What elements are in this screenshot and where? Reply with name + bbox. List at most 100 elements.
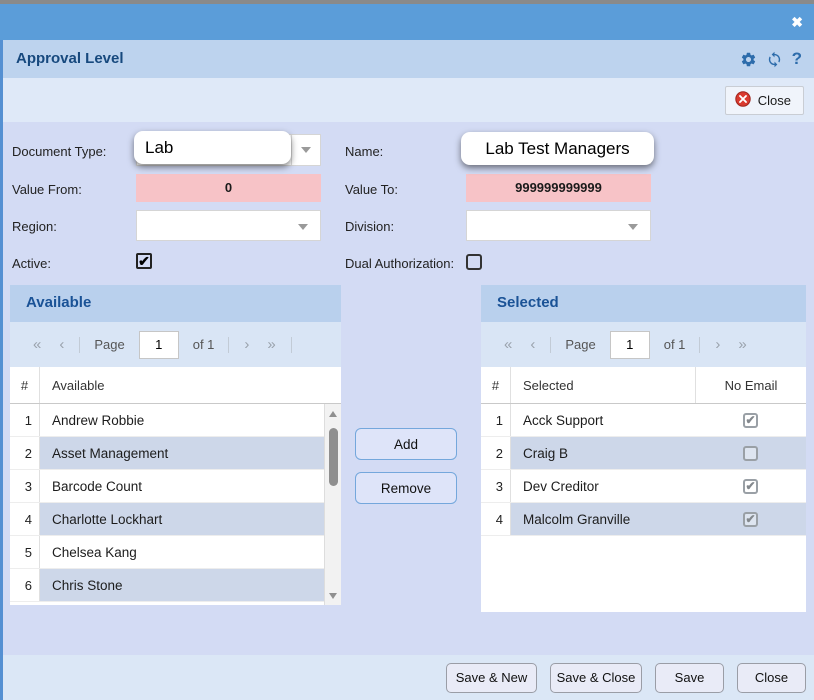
last-page-icon[interactable]: » (267, 336, 276, 353)
no-email-checkbox[interactable]: ✔ (743, 511, 758, 527)
table-row[interactable]: 2 Craig B (481, 437, 806, 470)
row-number: 4 (10, 503, 40, 535)
pager-separator (550, 336, 552, 353)
next-page-icon[interactable]: › (244, 336, 250, 353)
last-page-icon[interactable]: » (738, 336, 747, 353)
next-page-icon[interactable]: › (715, 336, 721, 353)
active-checkbox[interactable]: ✔ (136, 253, 152, 269)
window-close-icon[interactable]: ✖ (791, 14, 803, 30)
no-email-checkbox[interactable]: ✔ (743, 412, 758, 428)
of-label: of 1 (663, 337, 686, 352)
refresh-icon[interactable] (766, 51, 783, 68)
dual-authorization-checkbox[interactable] (466, 254, 482, 270)
row-number: 5 (10, 536, 40, 568)
row-label: Charlotte Lockhart (40, 503, 324, 535)
selected-panel-title: Selected (497, 294, 559, 311)
table-row[interactable]: 1 Acck Support ✔ (481, 404, 806, 437)
available-page-input[interactable] (138, 330, 179, 359)
save-button[interactable]: Save (655, 662, 724, 693)
row-number: 3 (481, 470, 511, 502)
table-row[interactable]: 3 Dev Creditor ✔ (481, 470, 806, 503)
page-title: Approval Level (16, 50, 124, 67)
page-label: Page (94, 337, 125, 352)
footer-bar: Save & New Save & Close Save Close (0, 655, 814, 700)
scroll-up-icon[interactable] (325, 406, 341, 421)
document-type-dropdown-button[interactable] (291, 135, 320, 165)
scroll-down-icon[interactable] (325, 588, 341, 603)
table-row[interactable]: 1 Andrew Robbie (10, 404, 324, 437)
selected-pager: « ‹ Page of 1 › » (481, 322, 806, 367)
name-label: Name: (345, 144, 384, 159)
available-scrollbar[interactable] (324, 404, 341, 605)
table-row[interactable]: 3 Barcode Count (10, 470, 324, 503)
gear-icon[interactable] (740, 51, 757, 68)
save-and-close-button[interactable]: Save & Close (550, 662, 642, 693)
table-row[interactable]: 4 Malcolm Granville ✔ (481, 503, 806, 536)
no-email-checkbox[interactable] (743, 445, 758, 461)
row-label: Asset Management (40, 437, 324, 469)
row-number: 6 (10, 569, 40, 601)
no-email-cell: ✔ (695, 470, 806, 502)
page-label: Page (565, 337, 596, 352)
no-email-cell (695, 437, 806, 469)
row-number: 1 (481, 404, 511, 436)
available-grid-body: 1 Andrew Robbie 2 Asset Management 3 Barcode … (10, 404, 341, 605)
document-type-value[interactable]: Lab (134, 131, 291, 164)
chevron-down-icon (301, 147, 311, 153)
row-number: 1 (10, 404, 40, 436)
row-label: Craig B (511, 437, 695, 469)
division-dropdown[interactable] (466, 210, 651, 241)
of-label: of 1 (192, 337, 215, 352)
selected-page-input[interactable] (609, 330, 650, 359)
remove-button[interactable]: Remove (355, 472, 457, 504)
chevron-down-icon (628, 224, 638, 230)
row-number: 4 (481, 503, 511, 535)
division-label: Division: (345, 219, 395, 234)
prev-page-icon[interactable]: ‹ (59, 336, 65, 353)
close-button[interactable]: Close (737, 662, 806, 693)
add-button[interactable]: Add (355, 428, 457, 460)
value-from-input[interactable]: 0 (136, 174, 321, 202)
table-row[interactable]: 2 Asset Management (10, 437, 324, 470)
pager-separator (699, 336, 701, 353)
row-number: 3 (10, 470, 40, 502)
table-row[interactable]: 4 Charlotte Lockhart (10, 503, 324, 536)
active-label: Active: (12, 256, 52, 271)
scrollbar-thumb[interactable] (329, 428, 338, 486)
chevron-down-icon (298, 224, 308, 230)
document-type-label: Document Type: (12, 144, 107, 159)
available-panel-header: Available (10, 285, 341, 322)
row-number: 2 (10, 437, 40, 469)
table-row[interactable]: 6 Chris Stone (10, 569, 324, 602)
column-header-num: # (10, 367, 40, 403)
name-value[interactable]: Lab Test Managers (461, 132, 654, 165)
row-label: Chelsea Kang (52, 544, 137, 560)
save-and-new-button[interactable]: Save & New (446, 662, 537, 693)
available-pager: « ‹ Page of 1 › » (10, 322, 341, 367)
no-email-checkbox[interactable]: ✔ (743, 478, 758, 494)
row-label: Chris Stone (40, 569, 324, 601)
row-label: Andrew Robbie (52, 412, 145, 428)
close-red-icon (735, 91, 751, 110)
first-page-icon[interactable]: « (504, 336, 513, 353)
no-email-cell: ✔ (695, 404, 806, 436)
available-panel-title: Available (26, 294, 92, 311)
row-label: Dev Creditor (523, 478, 599, 494)
toolbar-close-button[interactable]: Close (724, 86, 804, 115)
selected-panel: Selected « ‹ Page of 1 › » # Selected No… (481, 285, 806, 612)
help-icon[interactable]: ? (791, 49, 802, 68)
table-row[interactable]: 5 Chelsea Kang (10, 536, 324, 569)
first-page-icon[interactable]: « (33, 336, 42, 353)
pager-separator (290, 336, 292, 353)
region-dropdown[interactable] (136, 210, 321, 241)
selected-grid-body: 1 Acck Support ✔ 2 Craig B 3 Dev Creditor ✔ 4 Mal… (481, 404, 806, 612)
dialog-header: Approval Level ? (0, 40, 814, 78)
row-label: Acck Support (523, 412, 604, 428)
column-header-selected: Selected (523, 377, 574, 393)
row-number: 2 (481, 437, 511, 469)
toolbar-close-label: Close (757, 93, 791, 108)
prev-page-icon[interactable]: ‹ (530, 336, 536, 353)
value-to-input[interactable]: 999999999999 (466, 174, 651, 202)
dialog-left-border (0, 40, 3, 700)
row-label: Malcolm Granville (511, 503, 695, 535)
